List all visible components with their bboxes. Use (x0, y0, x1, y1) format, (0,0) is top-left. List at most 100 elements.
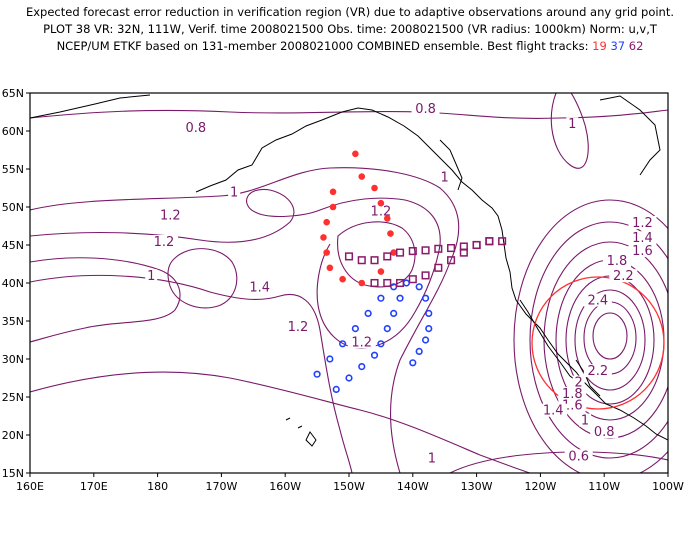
x-tick-label: 100W (652, 480, 684, 493)
track-37-point (409, 359, 417, 367)
track-62-point (434, 244, 443, 253)
contour-label-bg (572, 375, 585, 389)
contour-label-bg (283, 320, 312, 334)
track-62-point (434, 263, 443, 272)
contour-label: 2.2 (613, 269, 634, 284)
track-37-point (425, 325, 433, 333)
contour-label-bg (149, 235, 178, 248)
contour-label: 1 (230, 186, 238, 201)
y-tick-label: 20N (2, 429, 24, 442)
contour-label: 0.8 (186, 121, 207, 136)
track-37-point (326, 355, 334, 363)
track-19-point (320, 234, 327, 241)
contour-label: 1.2 (632, 216, 653, 231)
contour-label: 0.8 (594, 425, 615, 440)
y-tick-label: 60N (2, 125, 24, 138)
y-tick-label: 50N (2, 201, 24, 214)
contour-label: 1.4 (543, 404, 564, 419)
track-19-point (339, 275, 346, 283)
track-62-point (395, 248, 405, 257)
track-19-point (329, 188, 337, 196)
contour-label-bg (628, 216, 657, 229)
contour-label: 1.4 (632, 231, 653, 246)
contour-label-bg (181, 121, 210, 134)
track-62-point (472, 240, 481, 250)
contour-lines (30, 93, 668, 473)
track-62-point (498, 237, 507, 246)
contour-label: 1 (147, 269, 155, 284)
track-19-point (383, 215, 391, 222)
track-37-point (396, 294, 404, 302)
track-37-point (358, 363, 366, 371)
track-19-point (377, 268, 385, 275)
contour-label: 1.6 (632, 244, 653, 259)
contour-label-bg (609, 269, 638, 283)
track-37-point (377, 294, 385, 302)
track-62-point (395, 278, 405, 288)
contour-label: 2.2 (587, 364, 608, 379)
track-37-point (415, 347, 423, 356)
y-tick-label: 45N (2, 239, 24, 252)
axis-ticks: 160E 170E 180 170W 160W 150W 140W 130W 120W 110W 1… (2, 87, 684, 493)
title-block: Expected forecast error reduction in ver… (0, 4, 700, 55)
contour-label: 0.8 (415, 102, 436, 117)
y-tick-label: 55N (2, 163, 24, 176)
contour-label-bg (602, 254, 631, 267)
track-62-point (383, 278, 392, 288)
x-tick-label: 110W (588, 480, 620, 493)
contour-label: 1.4 (249, 281, 270, 296)
track-62-point (408, 275, 417, 284)
y-tick-label: 35N (2, 315, 24, 328)
track-62-label: 62 (628, 39, 644, 53)
title-line-3: NCEP/UM ETKF based on 131-member 2008021… (0, 38, 700, 55)
track-19-point (371, 184, 378, 192)
track-37-point (421, 336, 430, 344)
track-19-label: 19 (592, 39, 607, 53)
x-tick-label: 180 (147, 480, 168, 493)
contour-label: 1 (441, 170, 449, 185)
title-line-1: Expected forecast error reduction in ver… (25, 5, 675, 19)
title-line-2: PLOT 38 VR: 32N, 111W, Verif. time 20080… (43, 22, 657, 36)
track-37-point (390, 309, 398, 318)
track-62-point (344, 252, 354, 261)
x-tick-label: 160W (269, 480, 301, 493)
track-62-point (370, 256, 379, 265)
contour-label-bg (628, 244, 657, 258)
contour-label: 1 (568, 117, 576, 132)
x-tick-label: 130W (461, 480, 493, 493)
contour-label: 2.4 (587, 294, 608, 309)
x-tick-label: 120W (524, 480, 556, 493)
x-tick-label: 170E (80, 480, 108, 493)
contour-label: 1 (428, 452, 436, 467)
contour-label-bg (347, 335, 376, 349)
contour-label-bg (228, 185, 241, 199)
track-37-point (377, 340, 385, 348)
track-37-point (313, 370, 321, 378)
contour-label-bg (438, 170, 451, 184)
y-tick-label: 15N (2, 467, 24, 480)
track-19-point (390, 249, 397, 256)
contour-label-bg (425, 451, 438, 465)
x-tick-label: 140W (397, 480, 429, 493)
contour-label-bg (245, 280, 274, 294)
contour-label-bg (566, 117, 579, 131)
coastlines (30, 94, 668, 447)
track-62-point (357, 256, 366, 265)
contour-label: 1 (581, 414, 589, 429)
contour-label-bg (579, 413, 592, 427)
track-19-point (326, 264, 334, 272)
y-tick-label: 25N (2, 391, 24, 404)
contour-label-bg (583, 364, 612, 378)
contour-label-bg (539, 403, 568, 417)
contour-label-bg (366, 204, 395, 218)
contour-label-bg (583, 293, 612, 307)
contour-label-bg (590, 425, 619, 438)
track-19-point (358, 279, 366, 287)
verification-region-circle (531, 276, 665, 410)
contour-label: 1.2 (351, 335, 372, 350)
track-37-point (364, 309, 372, 318)
track-37-point (425, 309, 433, 318)
track-19-point (387, 230, 394, 237)
